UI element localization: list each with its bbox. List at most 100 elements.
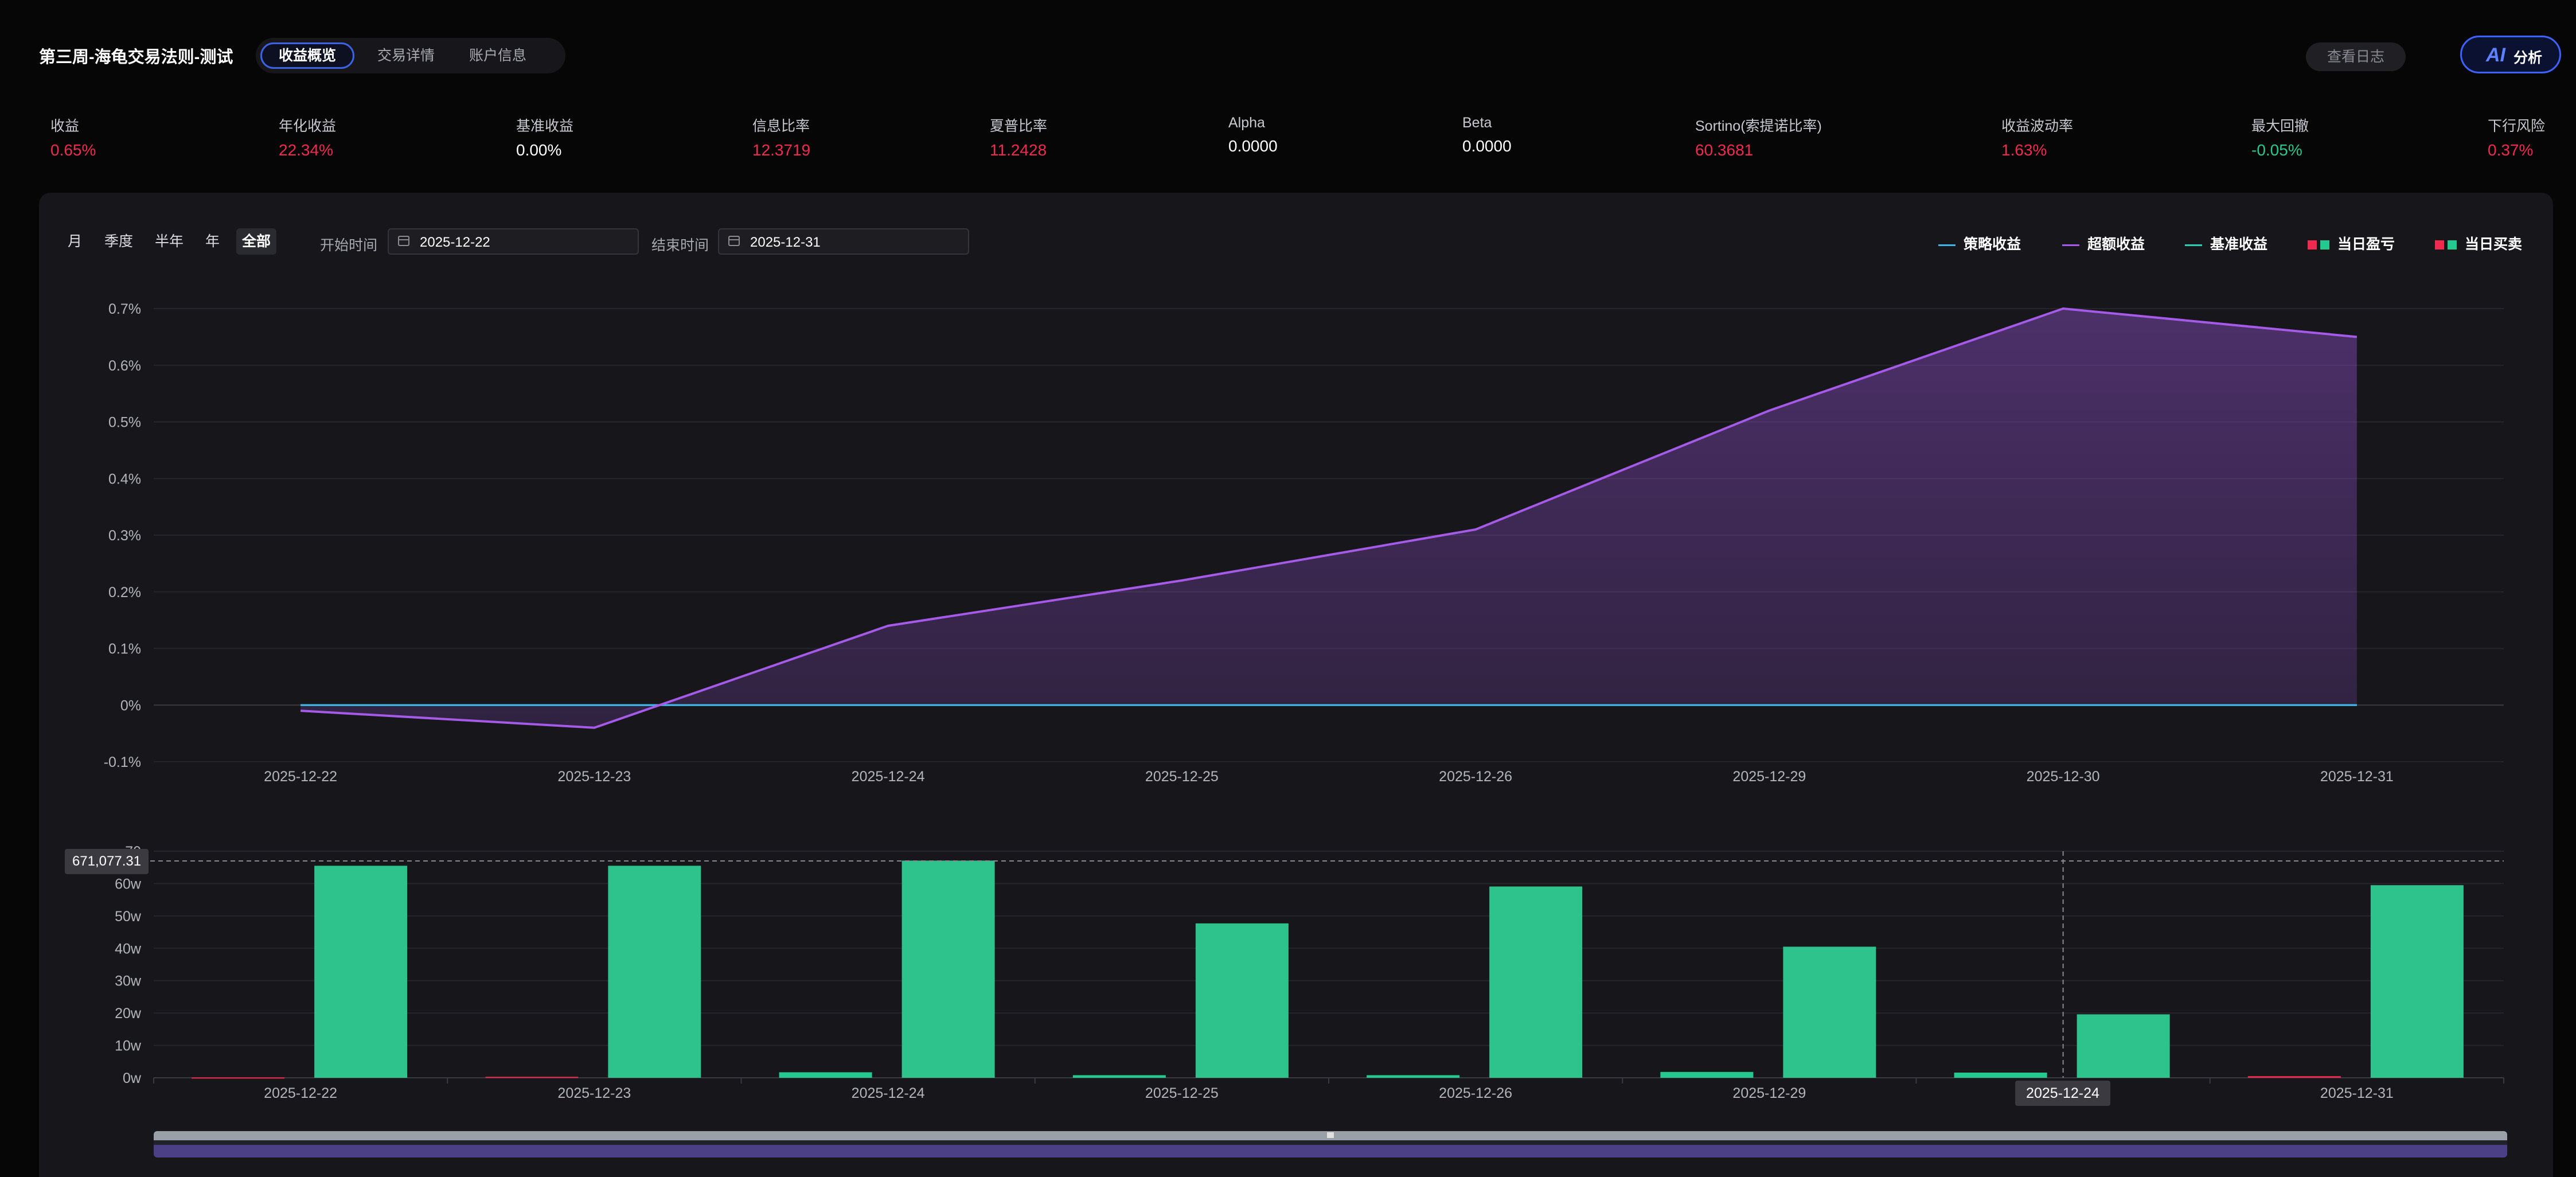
- metric-label: 收益: [50, 118, 80, 134]
- end-date-input[interactable]: 2025-12-31: [718, 228, 969, 255]
- legend-line-marker: [2062, 244, 2079, 246]
- metric-downside-risk: 下行风险 0.37%: [2488, 115, 2545, 159]
- period-quarter[interactable]: 季度: [104, 233, 134, 250]
- tab-overview[interactable]: 收益概览: [260, 42, 354, 69]
- metric-label: 下行风险: [2488, 118, 2546, 134]
- bar-chart-x-tick: 2025-12-29: [1732, 1085, 1806, 1101]
- tab-trade-details[interactable]: 交易详情: [377, 48, 435, 64]
- metric-value: 1.63%: [2001, 141, 2047, 159]
- metric-volatility: 收益波动率 1.63%: [2001, 115, 2073, 159]
- metric-return: 收益 0.65%: [50, 115, 96, 159]
- metric-value: 22.34%: [279, 141, 333, 159]
- metric-max-drawdown: 最大回撤 -0.05%: [2251, 115, 2309, 159]
- bar-chart-x-tick: 2025-12-25: [1145, 1085, 1219, 1101]
- line-chart-x-tick: 2025-12-30: [2027, 769, 2100, 785]
- metric-sortino: Sortino(索提诺比率) 60.3681: [1695, 115, 1822, 159]
- daily-trades-bar: [2370, 885, 2464, 1078]
- metric-value: 12.3719: [752, 141, 811, 159]
- metric-label: 信息比率: [752, 118, 810, 134]
- line-chart-x-tick: 2025-12-26: [1439, 769, 1512, 785]
- crosshair-x-readout: 2025-12-24: [2015, 1081, 2110, 1106]
- line-chart-y-tick: 0.5%: [108, 415, 141, 431]
- legend-label: 当日盈亏: [2337, 236, 2395, 252]
- view-log-button[interactable]: 查看日志: [2306, 42, 2406, 71]
- metric-sharpe-ratio: 夏普比率 11.2428: [990, 115, 1047, 159]
- bar-chart-x-tick: 2025-12-26: [1439, 1085, 1512, 1101]
- metric-information-ratio: 信息比率 12.3719: [752, 115, 810, 159]
- daily-trades-bar: [608, 866, 701, 1078]
- metric-value: 0.0000: [1462, 137, 1512, 155]
- period-month[interactable]: 月: [68, 233, 83, 250]
- daily-pnl-bar: [1072, 1075, 1166, 1078]
- bar-chart-y-tick: 50w: [115, 909, 142, 925]
- period-half-year[interactable]: 半年: [155, 233, 184, 250]
- excess-return-line: [300, 307, 2358, 729]
- metric-alpha: Alpha 0.0000: [1228, 115, 1278, 155]
- period-all[interactable]: 全部: [236, 228, 277, 255]
- line-chart-y-tick: 0.6%: [108, 358, 141, 374]
- metric-benchmark-return: 基准收益 0.00%: [516, 115, 573, 159]
- legend-benchmark-return[interactable]: 基准收益: [2185, 233, 2267, 254]
- excess-return-area: [300, 309, 2357, 728]
- start-date-input[interactable]: 2025-12-22: [388, 228, 639, 255]
- line-chart-y-tick: 0%: [120, 697, 141, 714]
- metric-label: Beta: [1462, 115, 1492, 131]
- legend-line-marker: [2185, 244, 2202, 246]
- legend-square-marker: [2435, 240, 2444, 250]
- legend-label: 当日买卖: [2465, 236, 2523, 252]
- zoom-preview-area: [154, 1145, 2507, 1157]
- metric-label: Alpha: [1228, 115, 1265, 131]
- calendar-icon: [728, 236, 740, 246]
- metric-beta: Beta 0.0000: [1462, 115, 1512, 155]
- page-title: 第三周-海龟交易法则-测试: [39, 48, 233, 67]
- legend-label: 基准收益: [2210, 236, 2268, 252]
- daily-pnl-bar: [485, 1077, 579, 1078]
- daily-pnl-bar: [1660, 1071, 1754, 1078]
- metric-value: 11.2428: [990, 141, 1047, 159]
- legend-square-marker: [2308, 240, 2317, 250]
- line-chart-x-tick: 2025-12-22: [264, 769, 337, 785]
- daily-pnl-bar: [1954, 1072, 2047, 1078]
- daily-trades-bar: [1195, 923, 1289, 1078]
- ai-icon: AI: [2486, 44, 2505, 66]
- line-chart-x-tick: 2025-12-31: [2320, 769, 2394, 785]
- top-bar: 第三周-海龟交易法则-测试 收益概览 交易详情 账户信息 查看日志 AI 分析: [0, 0, 2576, 115]
- bar-chart-x-tick: 2025-12-31: [2320, 1085, 2394, 1101]
- line-chart-y-tick: -0.1%: [104, 754, 141, 770]
- daily-trades-bar: [1783, 946, 1876, 1078]
- metric-label: 基准收益: [516, 118, 574, 134]
- bar-chart-x-tick: 2025-12-22: [264, 1085, 337, 1101]
- period-year[interactable]: 年: [205, 233, 220, 250]
- legend-daily-pnl[interactable]: 当日盈亏: [2308, 233, 2395, 254]
- line-chart-x-tick: 2025-12-25: [1145, 769, 1219, 785]
- metric-value: 0.0000: [1228, 137, 1278, 155]
- line-chart-x-tick: 2025-12-23: [557, 769, 631, 785]
- zoom-grip-icon[interactable]: [1327, 1132, 1334, 1138]
- bar-chart-y-tick: 10w: [115, 1038, 142, 1054]
- legend-label: 超额收益: [2087, 236, 2145, 252]
- calendar-icon: [398, 236, 409, 246]
- legend-label: 策略收益: [1964, 236, 2021, 252]
- metric-label: 年化收益: [279, 118, 337, 134]
- daily-pnl-bar: [192, 1077, 285, 1079]
- daily-trades-bar: [2077, 1014, 2170, 1078]
- line-chart-y-tick: 0.1%: [108, 641, 141, 657]
- start-date-value: 2025-12-22: [420, 235, 490, 250]
- metric-value: 60.3681: [1695, 141, 1754, 159]
- bar-chart-y-tick: 20w: [115, 1005, 142, 1022]
- metric-label: Sortino(索提诺比率): [1695, 118, 1822, 134]
- end-date-value: 2025-12-31: [750, 235, 821, 250]
- metric-value: -0.05%: [2251, 141, 2302, 159]
- legend-strategy-return[interactable]: 策略收益: [1938, 233, 2021, 254]
- tab-account-info[interactable]: 账户信息: [469, 48, 526, 64]
- daily-pnl-bar: [779, 1072, 872, 1078]
- metric-value: 0.65%: [50, 141, 96, 159]
- ai-analysis-button[interactable]: AI 分析: [2460, 36, 2561, 73]
- legend-daily-trades[interactable]: 当日买卖: [2435, 233, 2522, 254]
- legend-excess-return[interactable]: 超额收益: [2062, 233, 2145, 254]
- metric-label: 收益波动率: [2001, 118, 2074, 134]
- data-zoom-slider[interactable]: [154, 1131, 2507, 1157]
- line-chart-x-tick: 2025-12-24: [852, 769, 925, 785]
- start-date-label: 开始时间: [320, 237, 378, 254]
